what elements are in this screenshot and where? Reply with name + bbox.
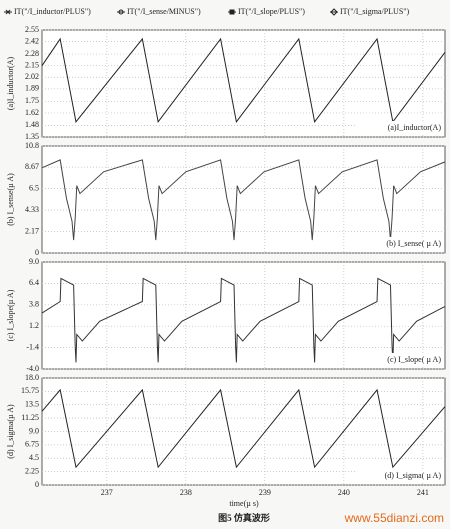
y-tick-label: 2.25 [25,466,39,475]
x-tick-label: 241 [417,488,429,497]
y-tick-label: 13.5 [25,400,39,409]
y-tick-label: 0 [35,480,39,489]
y-tick-label: 1.48 [25,120,39,129]
panel-label-bg [357,353,443,366]
y-tick-label: 2.42 [25,36,39,45]
x-tick-label: 237 [101,488,113,497]
panel-label: (b) I_sense( µ A) [386,239,441,248]
plot-area [41,145,446,254]
panel-label-bg [357,121,443,134]
x-tick-label: 238 [180,488,192,497]
y-tick-label: 9.0 [29,257,39,266]
y-tick-label: 6.5 [29,183,39,192]
series-line [41,159,446,241]
panel-label: (c) I_slope( µ A) [387,355,441,364]
y-tick-label: 11.25 [21,413,39,422]
legend-label: IT("/I_sense/MINUS") [127,7,201,16]
y-tick-label: 18.0 [25,373,39,382]
y-tick-label: 1.62 [25,108,39,117]
y-tick-label: 8.67 [25,162,39,171]
y-tick-label: 6.4 [29,278,39,287]
plot-area [41,261,446,370]
y-tick-label: 2.15 [25,60,39,69]
y-tick-label: 2.17 [25,226,39,235]
y-tick-label: 1.75 [25,96,39,105]
y-tick-label: 2.28 [25,49,39,58]
y-tick-label: 9.0 [29,426,39,435]
panel-label: (d) I_sigma( µ A) [385,471,442,480]
y-tick-label: 2.55 [25,25,39,34]
legend-markers [4,8,338,16]
y-tick-label: 6.75 [25,440,39,449]
series-line [41,388,446,469]
y-tick-label: 15.75 [21,386,39,395]
panel-label: (a)I_inductor(A) [388,123,442,132]
legend-label: IT("/I_inductor/PLUS") [14,7,91,16]
y-tick-label: 3.8 [29,300,39,309]
caption: 图5 仿真波形 [218,512,270,523]
series-line [41,277,446,363]
panel-label-bg [357,469,443,482]
y-tick-label: 2.02 [25,72,39,81]
x-tick-label: 239 [259,488,271,497]
y-tick-label: 4.33 [25,205,39,214]
watermark: www.55dianzi.com [344,511,444,525]
y-axis-label: (d) I_sigma(µ A) [6,404,15,459]
y-tick-label: 4.5 [29,453,39,462]
legend-label: IT("/I_sigma/PLUS") [340,7,410,16]
x-axis-label: time(µ s) [229,499,259,508]
y-tick-label: 0 [35,248,39,257]
y-tick-label: -4.0 [26,364,39,373]
plot-area [41,29,446,138]
y-tick-label: 10.8 [25,141,39,150]
panel-label-bg [357,237,443,250]
y-axis-label: (a)I_inductor(A) [6,57,15,111]
legend-label: IT("/I_slope/PLUS") [238,7,305,16]
series-line [41,37,446,124]
x-tick-label: 240 [338,488,350,497]
y-tick-label: 1.2 [29,321,39,330]
y-tick-label: 1.89 [25,84,39,93]
y-tick-label: 1.35 [25,132,39,141]
y-axis-label: (b) I_sense(µ A) [6,173,15,226]
y-axis-label: (c) I_slope(µ A) [6,289,15,341]
y-tick-label: -1.4 [26,342,39,351]
